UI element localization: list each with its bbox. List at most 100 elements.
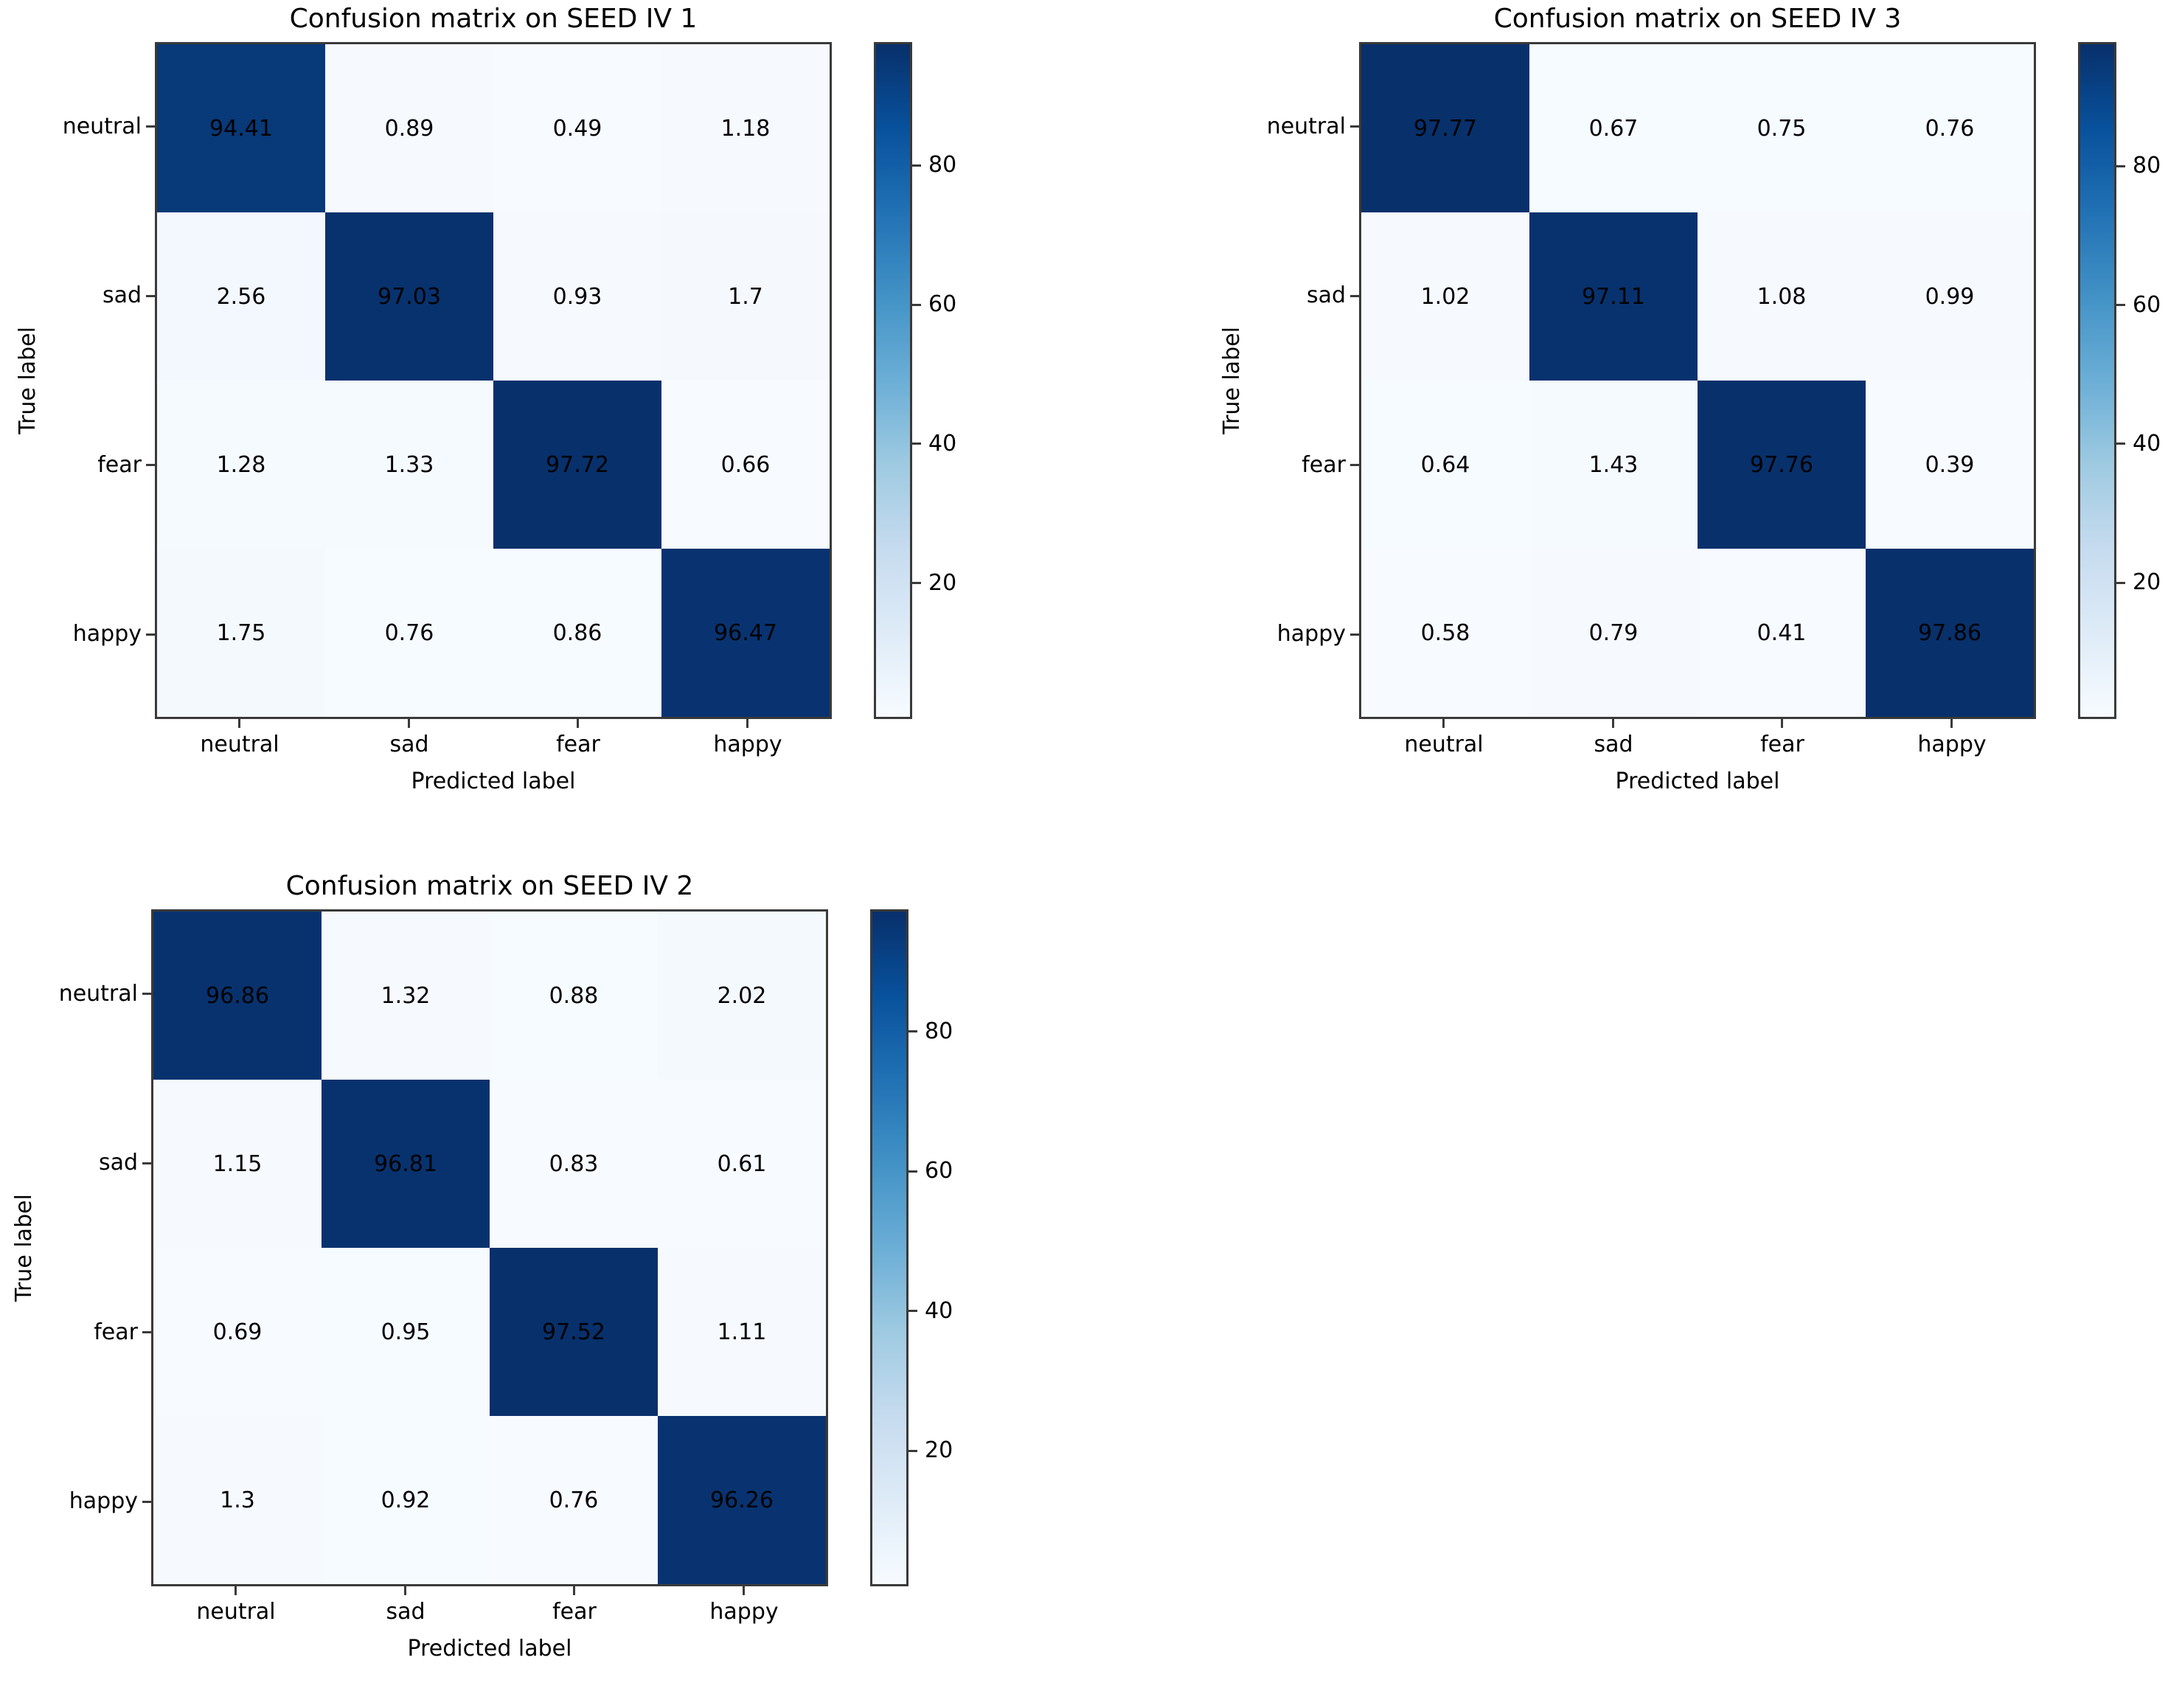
y-tick-mark (142, 993, 151, 995)
colorbar-tick: 60 (912, 292, 956, 317)
y-tick-label: fear (97, 452, 142, 478)
y-tick-mark (1350, 295, 1359, 297)
colorbar: 20 40 60 80 (2078, 42, 2168, 719)
y-tick-label: happy (1276, 621, 1346, 647)
colorbar-gradient (2078, 42, 2116, 719)
colorbar-tick-mark (908, 1449, 917, 1452)
x-tick-mark (573, 1586, 575, 1595)
colorbar-tick-label: 40 (928, 430, 957, 456)
x-tick-mark (404, 1586, 406, 1595)
matrix-cell: 2.56 (157, 212, 325, 381)
colorbar-tick: 80 (2116, 153, 2161, 178)
colorbar: 20 40 60 80 (870, 909, 984, 1586)
x-tick-label: sad (1594, 732, 1633, 757)
colorbar-tick-mark (912, 164, 921, 167)
matrix-cell: 96.47 (661, 549, 830, 717)
matrix-cell: 96.26 (658, 1416, 826, 1584)
matrix-cell: 96.81 (322, 1080, 490, 1248)
colorbar-tick: 40 (912, 431, 956, 456)
matrix-cell: 0.39 (1866, 381, 2034, 549)
matrix-cell: 0.99 (1866, 212, 2034, 381)
matrix-cell: 1.18 (661, 44, 830, 212)
matrix-cell: 1.28 (157, 381, 325, 549)
matrix-cell: 1.75 (157, 549, 325, 717)
matrix-cell: 96.86 (153, 912, 322, 1080)
matrix-cell: 0.49 (493, 44, 661, 212)
matrix-cell: 0.95 (322, 1248, 490, 1416)
matrix-cell: 97.76 (1698, 381, 1866, 549)
confusion-matrix-figure-seed-iv-3: Confusion matrix on SEED IV 3 97.77 0.67… (1204, 0, 2168, 841)
colorbar-gradient (870, 909, 908, 1586)
matrix-cell: 94.41 (157, 44, 325, 212)
x-tick-label: neutral (196, 1599, 276, 1625)
matrix-cell: 1.3 (153, 1416, 322, 1584)
matrix-cell: 0.41 (1698, 549, 1866, 717)
matrix-cell: 97.52 (490, 1248, 658, 1416)
matrix-cell: 1.08 (1698, 212, 1866, 381)
matrix-cell: 1.11 (658, 1248, 826, 1416)
matrix-cell: 0.61 (658, 1080, 826, 1248)
matrix-cell: 1.02 (1361, 212, 1529, 381)
x-tick-label: sad (389, 732, 429, 757)
y-tick-label: sad (1306, 282, 1346, 308)
matrix-cell: 0.92 (322, 1416, 490, 1584)
colorbar-tick: 40 (908, 1297, 953, 1324)
colorbar-tick: 20 (908, 1438, 953, 1463)
y-tick-mark (1350, 464, 1359, 466)
colorbar-tick-mark (2116, 581, 2125, 584)
matrix-cell: 0.76 (1866, 44, 2034, 212)
matrix-cell: 0.79 (1529, 549, 1698, 717)
y-tick-label: neutral (62, 114, 142, 139)
y-tick-label: happy (69, 1488, 138, 1514)
x-tick-label: neutral (200, 732, 279, 757)
colorbar-tick-label: 40 (2133, 430, 2161, 456)
colorbar-tick-mark (908, 1170, 917, 1173)
x-tick-mark (577, 719, 579, 728)
colorbar-tick-mark (908, 1310, 917, 1313)
y-axis-label: True label (11, 1194, 37, 1302)
colorbar-tick-mark (912, 442, 921, 445)
matrix-cell: 0.64 (1361, 381, 1529, 549)
matrix-cell: 0.66 (661, 381, 830, 549)
colorbar-tick-label: 20 (925, 1437, 953, 1464)
colorbar-tick-label: 40 (925, 1297, 953, 1324)
y-tick-label: fear (94, 1319, 138, 1345)
x-tick-mark (743, 1586, 745, 1595)
y-tick-mark (146, 125, 155, 128)
matrix-cell: 0.93 (493, 212, 661, 381)
y-tick-label: happy (72, 621, 142, 647)
x-tick-label: fear (556, 732, 600, 757)
colorbar-tick-label: 60 (2133, 291, 2161, 318)
confusion-matrix-figure-seed-iv-1: Confusion matrix on SEED IV 1 94.41 0.89… (0, 0, 988, 841)
y-tick-mark (1350, 125, 1359, 128)
colorbar-tick-mark (2116, 164, 2125, 167)
matrix-cell: 0.86 (493, 549, 661, 717)
colorbar-tick: 60 (2116, 291, 2161, 318)
colorbar-tick-label: 20 (2133, 569, 2161, 596)
chart-title: Confusion matrix on SEED IV 1 (289, 4, 698, 34)
matrix-cell: 0.76 (325, 549, 493, 717)
colorbar-tick: 40 (2116, 431, 2161, 456)
confusion-matrix-figure-seed-iv-2: Confusion matrix on SEED IV 2 96.86 1.32… (0, 867, 984, 1708)
colorbar-tick: 20 (2116, 570, 2161, 595)
x-axis-label: Predicted label (411, 768, 576, 794)
matrix-cell: 97.11 (1529, 212, 1698, 381)
y-tick-mark (142, 1162, 151, 1164)
matrix-cell: 97.86 (1866, 549, 2034, 717)
y-tick-label: fear (1302, 452, 1346, 478)
y-axis-label: True label (15, 327, 41, 434)
y-tick-mark (142, 1501, 151, 1503)
colorbar-tick-label: 20 (928, 569, 957, 596)
colorbar-tick-label: 80 (928, 152, 957, 178)
matrix-cell: 2.02 (658, 912, 826, 1080)
matrix-cell: 0.69 (153, 1248, 322, 1416)
matrix-cell: 97.72 (493, 381, 661, 549)
matrix-cell: 0.67 (1529, 44, 1698, 212)
colorbar-tick-mark (912, 582, 921, 585)
colorbar: 20 40 60 80 (874, 42, 988, 719)
heatmap-grid: 96.86 1.32 0.88 2.02 1.15 96.81 0.83 0.6… (151, 909, 828, 1586)
x-tick-label: fear (1760, 732, 1804, 757)
y-axis-label: True label (1219, 327, 1245, 434)
matrix-cell: 0.89 (325, 44, 493, 212)
